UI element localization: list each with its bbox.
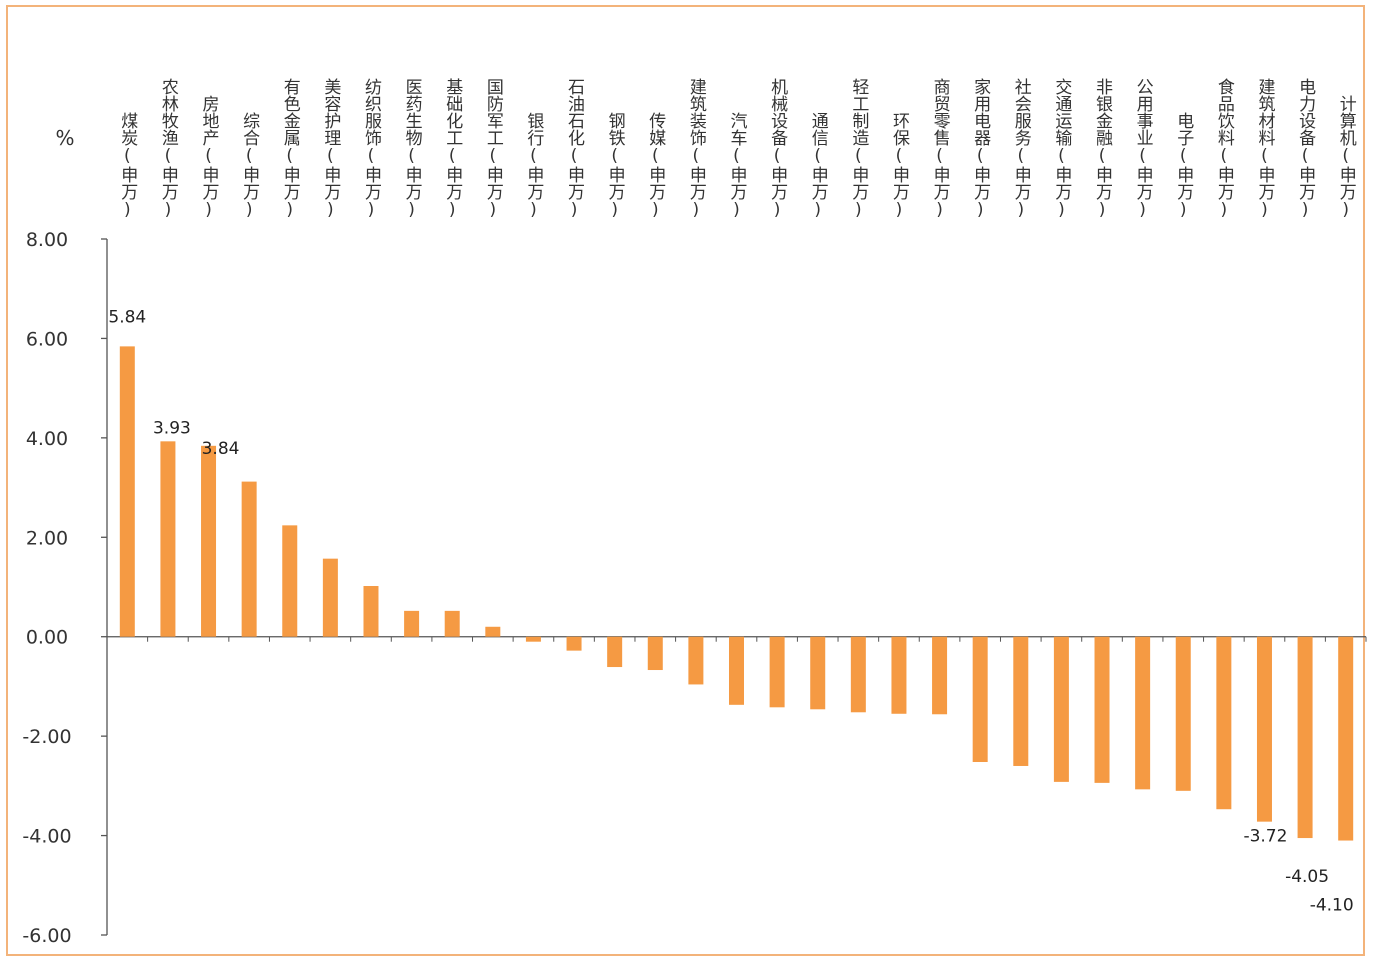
bar	[363, 586, 379, 637]
category-label: 煤炭(申万)	[117, 112, 138, 220]
chart-frame	[6, 5, 1365, 956]
bar	[729, 636, 744, 705]
category-label: 商贸零售(申万)	[930, 78, 951, 220]
bar	[1256, 636, 1272, 822]
category-label: 食品饮料(申万)	[1214, 78, 1235, 220]
bar	[282, 525, 298, 637]
category-label: 汽车(申万)	[727, 112, 748, 220]
bar	[810, 636, 826, 710]
y-tick-label: -4.00	[22, 826, 71, 848]
bar	[201, 445, 217, 637]
bar	[1013, 636, 1029, 766]
bar	[322, 558, 338, 637]
bar	[119, 346, 135, 637]
bar	[972, 636, 988, 762]
data-label: 3.84	[202, 439, 240, 459]
bar	[1338, 636, 1354, 841]
bar	[850, 636, 866, 713]
bar	[932, 636, 948, 715]
bar	[1094, 636, 1110, 783]
category-label: 机械设备(申万)	[767, 78, 788, 220]
category-label: 计算机(申万)	[1336, 95, 1357, 220]
data-label: -4.10	[1310, 896, 1354, 916]
category-label: 交通运输(申万)	[1051, 78, 1072, 220]
y-tick-label: 6.00	[26, 328, 68, 350]
data-label: 3.93	[153, 418, 191, 438]
bar	[404, 610, 420, 637]
category-label: 家用电器(申万)	[970, 78, 991, 220]
bar	[444, 610, 460, 637]
category-label: 房地产(申万)	[199, 95, 220, 220]
data-label: 5.84	[108, 307, 146, 327]
bar	[647, 636, 663, 671]
category-label: 银行(申万)	[523, 112, 544, 220]
category-label: 国防军工(申万)	[483, 78, 504, 220]
data-labels: 5.84 3.93 3.84 -3.72 -4.05 -4.10	[108, 307, 1353, 915]
bar	[769, 636, 785, 708]
bar	[566, 636, 582, 651]
y-tick-label: -2.00	[22, 726, 71, 748]
category-label: 农林牧渔(申万)	[158, 78, 179, 220]
category-label: 传媒(申万)	[645, 112, 666, 220]
category-label: 石油石化(申万)	[564, 78, 585, 220]
category-label: 医药生物(申万)	[402, 78, 423, 220]
bar	[1216, 636, 1232, 810]
category-label: 有色金属(申万)	[280, 78, 301, 220]
bar	[485, 626, 501, 637]
category-label: 美容护理(申万)	[320, 78, 341, 220]
bar	[525, 636, 541, 642]
category-label: 电力设备(申万)	[1295, 78, 1316, 220]
bar	[1053, 636, 1069, 782]
category-label: 电子(申万)	[1173, 112, 1194, 220]
y-axis-unit-label: %	[55, 126, 74, 150]
bar	[1175, 636, 1191, 791]
category-labels: 煤炭(申万) 农林牧渔(申万) 房地产(申万) 综合(申万) 有色金属(申万) 美容护理(…	[117, 78, 1356, 220]
category-label: 建筑材料(申万)	[1254, 78, 1275, 220]
bar	[241, 481, 257, 637]
category-label: 环保(申万)	[889, 112, 910, 220]
category-label: 轻工制造(申万)	[848, 78, 869, 220]
category-label: 非银金融(申万)	[1092, 78, 1113, 220]
bar	[891, 636, 907, 714]
category-label: 公用事业(申万)	[1133, 78, 1154, 220]
y-tick-label: 4.00	[26, 428, 68, 450]
bar	[1135, 636, 1151, 790]
y-tick-label: 2.00	[26, 527, 68, 549]
bar	[688, 636, 704, 685]
category-label: 综合(申万)	[239, 112, 259, 220]
data-label: -4.05	[1285, 867, 1329, 887]
category-label: 建筑装饰(申万)	[686, 78, 707, 220]
bar	[160, 441, 176, 637]
y-tick-label: 0.00	[26, 627, 68, 649]
y-tick-label: 8.00	[26, 229, 68, 251]
category-label: 钢铁(申万)	[605, 112, 626, 220]
bar	[1297, 636, 1313, 839]
bars-layer	[119, 346, 1354, 841]
category-label: 社会服务(申万)	[1011, 78, 1031, 220]
y-tick-label: -6.00	[22, 925, 71, 947]
category-label: 通信(申万)	[808, 112, 829, 220]
category-label: 纺织服饰(申万)	[361, 78, 382, 220]
axis-layer: 8.00 6.00 4.00 2.00 0.00 -2.00 -4.00 -6.00	[22, 229, 1367, 947]
category-label: 基础化工(申万)	[442, 78, 463, 220]
data-label: -3.72	[1243, 827, 1287, 847]
bar	[607, 636, 623, 668]
